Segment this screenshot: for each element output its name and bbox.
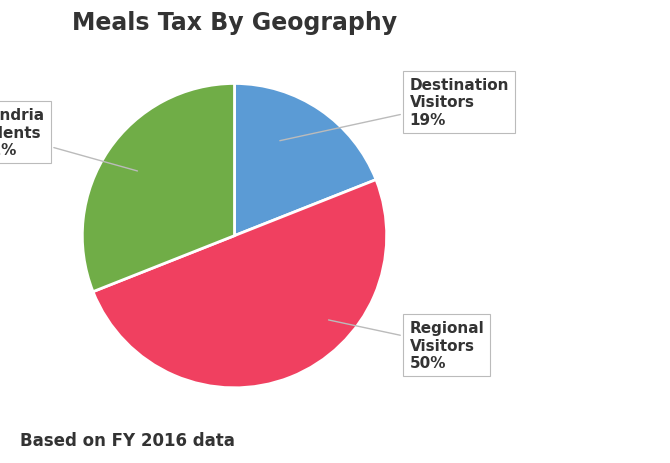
Wedge shape: [82, 84, 234, 292]
Text: Regional
Visitors
50%: Regional Visitors 50%: [328, 320, 484, 370]
Wedge shape: [234, 84, 376, 236]
Text: Alexandria
Residents
31%: Alexandria Residents 31%: [0, 108, 137, 172]
Text: Destination
Visitors
19%: Destination Visitors 19%: [280, 78, 509, 141]
Wedge shape: [93, 180, 387, 388]
Text: Based on FY 2016 data: Based on FY 2016 data: [20, 431, 235, 449]
Title: Meals Tax By Geography: Meals Tax By Geography: [72, 11, 397, 35]
